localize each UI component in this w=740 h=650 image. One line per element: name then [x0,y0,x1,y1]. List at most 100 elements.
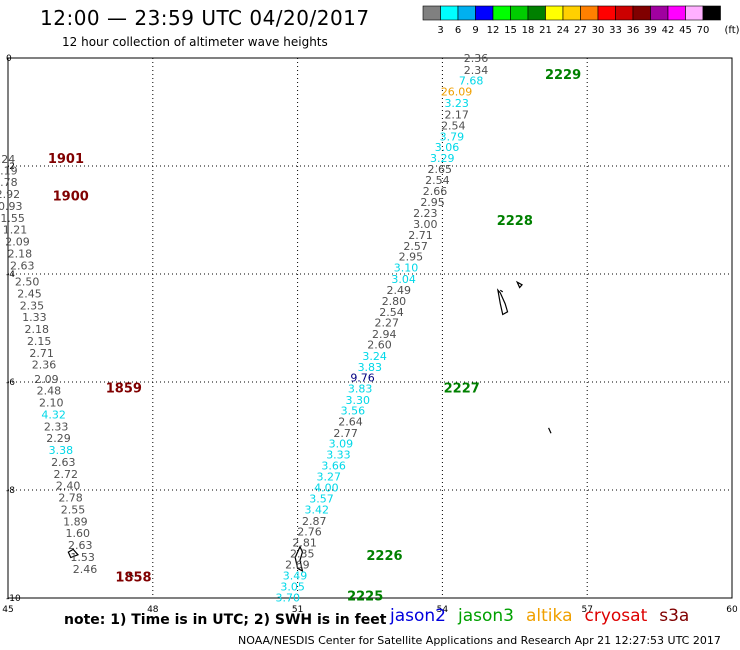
wave-height-value: 0.93 [0,200,22,213]
wave-height-value: 2.10 [39,397,64,410]
island-1 [496,288,509,316]
wave-height-value: 2.46 [73,563,98,576]
wave-height-value: 2.54 [425,174,450,187]
island-4 [548,427,552,434]
legend-tick-label: 36 [627,25,640,36]
wave-height-value: 2.18 [25,323,50,336]
wave-height-value: 2.48 [37,385,62,398]
pass-time-label: 2226 [366,549,402,564]
x-tick-label: 51 [292,605,303,615]
wave-height-value: 1.55 [0,212,25,225]
wave-height-value: 3.42 [304,503,329,516]
wave-height-value: 3.23 [444,97,469,110]
wave-height-value: 2.63 [10,259,35,272]
wave-height-value: 3.29 [430,152,455,165]
wave-height-value: 2.34 [464,64,489,77]
wave-height-value: 2.60 [367,339,392,352]
pass-time-label: 2229 [545,68,581,83]
wave-height-value: 2.95 [399,251,424,264]
wave-height-value: 2.35 [290,548,315,561]
wave-height-value: 2.45 [17,287,42,300]
satellite-jason3: jason3 [458,606,514,626]
wave-height-value: 3.00 [413,218,438,231]
wave-height-value: 2.65 [428,163,453,176]
legend-tick-label: 39 [644,25,657,36]
legend-unit: (ft) [725,25,740,36]
wave-height-value: 2.92 [0,188,20,201]
wave-height-value: 1.78 [0,176,18,189]
wave-height-value: 2.49 [387,284,412,297]
wave-height-value: 2.71 [408,229,433,242]
wave-height-value: 2.09 [5,236,30,249]
wave-height-value: 2.94 [372,328,397,341]
wave-height-value: 2.40 [56,480,81,493]
island-7 [128,573,134,577]
pass-time-label: 2227 [444,381,480,396]
wave-height-value: 3.10 [394,262,419,275]
wave-height-value: 2.09 [34,373,59,386]
legend-tick-label: 30 [592,25,605,36]
wave-height-value: 2.15 [27,335,52,348]
satellite-jason2: jason2 [390,606,446,626]
wave-height-value: 3.83 [358,361,383,374]
wave-height-value: 3.30 [346,394,371,407]
wave-height-value: 2.63 [68,539,93,552]
wave-height-value: 3.56 [341,405,366,418]
wave-height-value: 2.24 [0,153,15,166]
map-title: 12:00 — 23:59 UTC 04/20/2017 [40,6,370,30]
satellite-legend: jason2 jason3 altika cryosat s3a [390,606,701,626]
wave-height-value: 3.38 [49,444,74,457]
legend-tick-label: 27 [574,25,587,36]
wave-height-value: 2.80 [382,295,407,308]
wave-height-value: 2.63 [51,456,76,469]
wave-height-value: 9.76 [350,372,375,385]
map-frame [7,57,733,599]
legend-tick-label: 18 [522,25,535,36]
wave-height-value: 2.54 [441,120,466,133]
wave-height-value: 2.57 [403,240,428,253]
y-tick-label: -6 [6,378,15,388]
legend-tick-label: 15 [504,25,517,36]
wave-height-value: 3.49 [283,569,308,582]
island-2 [515,280,523,289]
wave-height-value: 2.17 [444,109,469,122]
legend-tick-label: 24 [557,25,570,36]
map-subtitle: 12 hour collection of altimeter wave hei… [62,35,328,49]
wave-height-value: 4.00 [314,481,339,494]
wave-height-value: 2.81 [292,536,317,549]
wave-height-value: 3.09 [329,438,354,451]
pass-time-label: 1900 [53,190,89,205]
pass-time-label: 1901 [48,152,84,167]
wave-height-value: 3.33 [326,448,351,461]
pass-time-label: 2228 [497,214,533,229]
x-tick-label: 54 [437,605,449,615]
wave-height-value: 26.09 [441,85,473,98]
legend-tick-label: 9 [472,25,478,36]
wave-height-value: 3.04 [391,273,416,286]
wave-height-value: 7.68 [459,75,484,88]
wave-height-value: 2.36 [464,52,489,65]
wave-height-value: 2.27 [374,317,399,330]
pass-time-label: 2225 [347,589,383,604]
pass-time-label: 1859 [106,381,142,396]
wave-height-value: 1.21 [3,224,28,237]
wave-height-value: 2.64 [338,415,363,428]
wave-height-value: 2.77 [333,427,358,440]
legend-tick-label: 21 [539,25,552,36]
wave-height-value: 1.33 [22,311,47,324]
y-tick-label: -2 [6,162,15,172]
footer-note: note: 1) Time is in UTC; 2) SWH is in fe… [64,612,387,628]
pass-time-label: 1858 [115,570,151,585]
wave-height-value: 2.71 [29,347,54,360]
wave-height-value: 2.95 [420,196,445,209]
legend-tick-label: 33 [609,25,622,36]
x-tick-label: 57 [581,605,592,615]
island-3 [499,289,504,293]
wave-height-value: 2.87 [302,515,327,528]
wave-height-value: 1.89 [63,515,88,528]
wave-height-value: 2.72 [53,468,78,481]
island-6 [67,548,80,559]
satellite-s3a: s3a [659,606,690,626]
legend-tick-label: 3 [437,25,443,36]
x-tick-label: 45 [2,605,13,615]
